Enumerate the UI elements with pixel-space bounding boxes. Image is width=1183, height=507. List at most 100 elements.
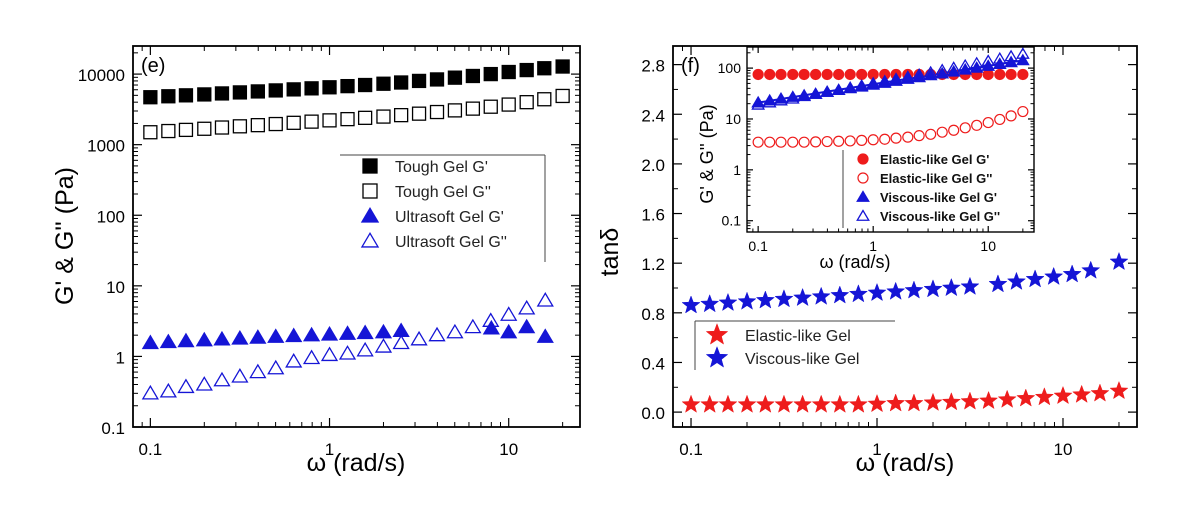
data-point: [1005, 110, 1017, 122]
data-point: [866, 76, 881, 89]
data-point: [774, 289, 794, 308]
data-point: [268, 83, 283, 98]
data-point: [483, 66, 498, 82]
data-point: [856, 68, 868, 81]
data-point: [936, 126, 948, 138]
y-tick-label: 2.0: [641, 156, 665, 175]
data-point: [810, 136, 822, 148]
data-point: [357, 110, 373, 125]
data-point: [902, 131, 914, 143]
data-point: [338, 345, 357, 360]
series-tough-gel-g-: [143, 59, 570, 105]
data-point: [988, 274, 1008, 293]
data-point: [465, 68, 481, 84]
data-point: [320, 346, 339, 362]
y-tick-label: 10000: [78, 66, 125, 85]
data-point: [941, 392, 961, 411]
data-point: [946, 61, 961, 73]
data-point: [501, 97, 516, 112]
data-point: [764, 68, 776, 81]
data-point: [376, 109, 391, 124]
data-point: [250, 84, 265, 99]
data-point: [304, 114, 319, 129]
data-point: [700, 294, 720, 313]
legend-label: Elastic-like Gel G': [880, 152, 989, 167]
data-point: [793, 287, 813, 307]
data-point: [536, 292, 554, 307]
y-tick-label: 100: [97, 207, 125, 226]
data-point: [1006, 271, 1027, 290]
data-point: [793, 394, 813, 413]
data-point: [232, 119, 248, 134]
data-point: [811, 286, 831, 305]
data-point: [178, 122, 194, 138]
data-point: [912, 67, 927, 80]
y-tick-label: 1: [733, 162, 741, 178]
data-point: [519, 62, 534, 78]
data-point: [1090, 383, 1110, 402]
legend-label: Tough Gel G'': [395, 184, 491, 201]
data-point: [340, 78, 355, 94]
x-tick-label: 0.1: [139, 440, 163, 459]
panel-f: 0.1 1 10 0.0 0.4 0.8 1.2 1.6 2.0 2.4 2.8 (f) ω (rad/…: [596, 45, 1138, 477]
data-point: [737, 394, 757, 413]
data-point: [755, 394, 775, 413]
data-point: [302, 326, 321, 342]
inset-x-axis-label: ω (rad/s): [819, 252, 890, 272]
data-point: [285, 327, 303, 343]
data-point: [1017, 68, 1029, 81]
inset-chart: 0.1 1 10 0.1 1 10 100 ω (rad/s) G' & G'' (Pa) Ela…: [697, 46, 1035, 272]
legend-marker: [362, 183, 378, 199]
data-point: [1062, 264, 1082, 283]
data-point: [811, 394, 831, 413]
data-point: [1034, 387, 1054, 406]
data-point: [762, 95, 777, 108]
data-point: [356, 324, 374, 340]
data-point: [214, 86, 230, 101]
data-point: [518, 318, 536, 334]
data-point: [141, 334, 159, 350]
legend-label: Viscous-like Gel G'': [880, 209, 1000, 224]
panel-e: 0.1 1 10 0.1 1 10 100 1000 10000 (e) ω (rad/s) G' &…: [51, 45, 581, 477]
data-point: [867, 134, 879, 146]
data-point: [923, 65, 938, 78]
data-point: [1025, 269, 1045, 288]
y-tick-label: 1000: [87, 137, 125, 156]
plot-frame: [132, 45, 581, 428]
data-point: [913, 130, 925, 142]
data-point: [197, 87, 212, 102]
data-point: [465, 101, 481, 116]
x-tick-label: 0.1: [748, 238, 768, 254]
x-tick-label: 0.1: [679, 440, 703, 459]
data-point: [737, 291, 757, 310]
data-point: [886, 281, 906, 300]
data-point: [831, 83, 846, 95]
data-point: [833, 68, 845, 81]
legend-marker: [360, 207, 380, 223]
data-point: [518, 299, 536, 315]
data-point: [700, 394, 720, 413]
legend-marker: [362, 158, 378, 174]
data-point: [982, 68, 994, 81]
data-point: [482, 312, 500, 327]
data-point: [877, 76, 892, 88]
data-point: [833, 135, 845, 147]
data-point: [994, 68, 1006, 81]
plot-frame: [672, 45, 1138, 428]
data-point: [981, 54, 996, 66]
data-point: [250, 118, 265, 133]
data-point: [1081, 260, 1101, 279]
y-tick-label: 10: [725, 111, 741, 127]
data-point: [856, 134, 868, 146]
data-point: [879, 133, 891, 145]
data-point: [285, 352, 303, 368]
data-point: [320, 325, 339, 341]
data-point: [213, 371, 231, 387]
data-point: [1005, 68, 1017, 81]
data-point: [429, 104, 445, 120]
data-point: [322, 113, 337, 128]
data-point: [820, 85, 835, 97]
data-point: [231, 329, 249, 345]
y-tick-label: 100: [718, 60, 742, 76]
data-point: [774, 394, 794, 413]
